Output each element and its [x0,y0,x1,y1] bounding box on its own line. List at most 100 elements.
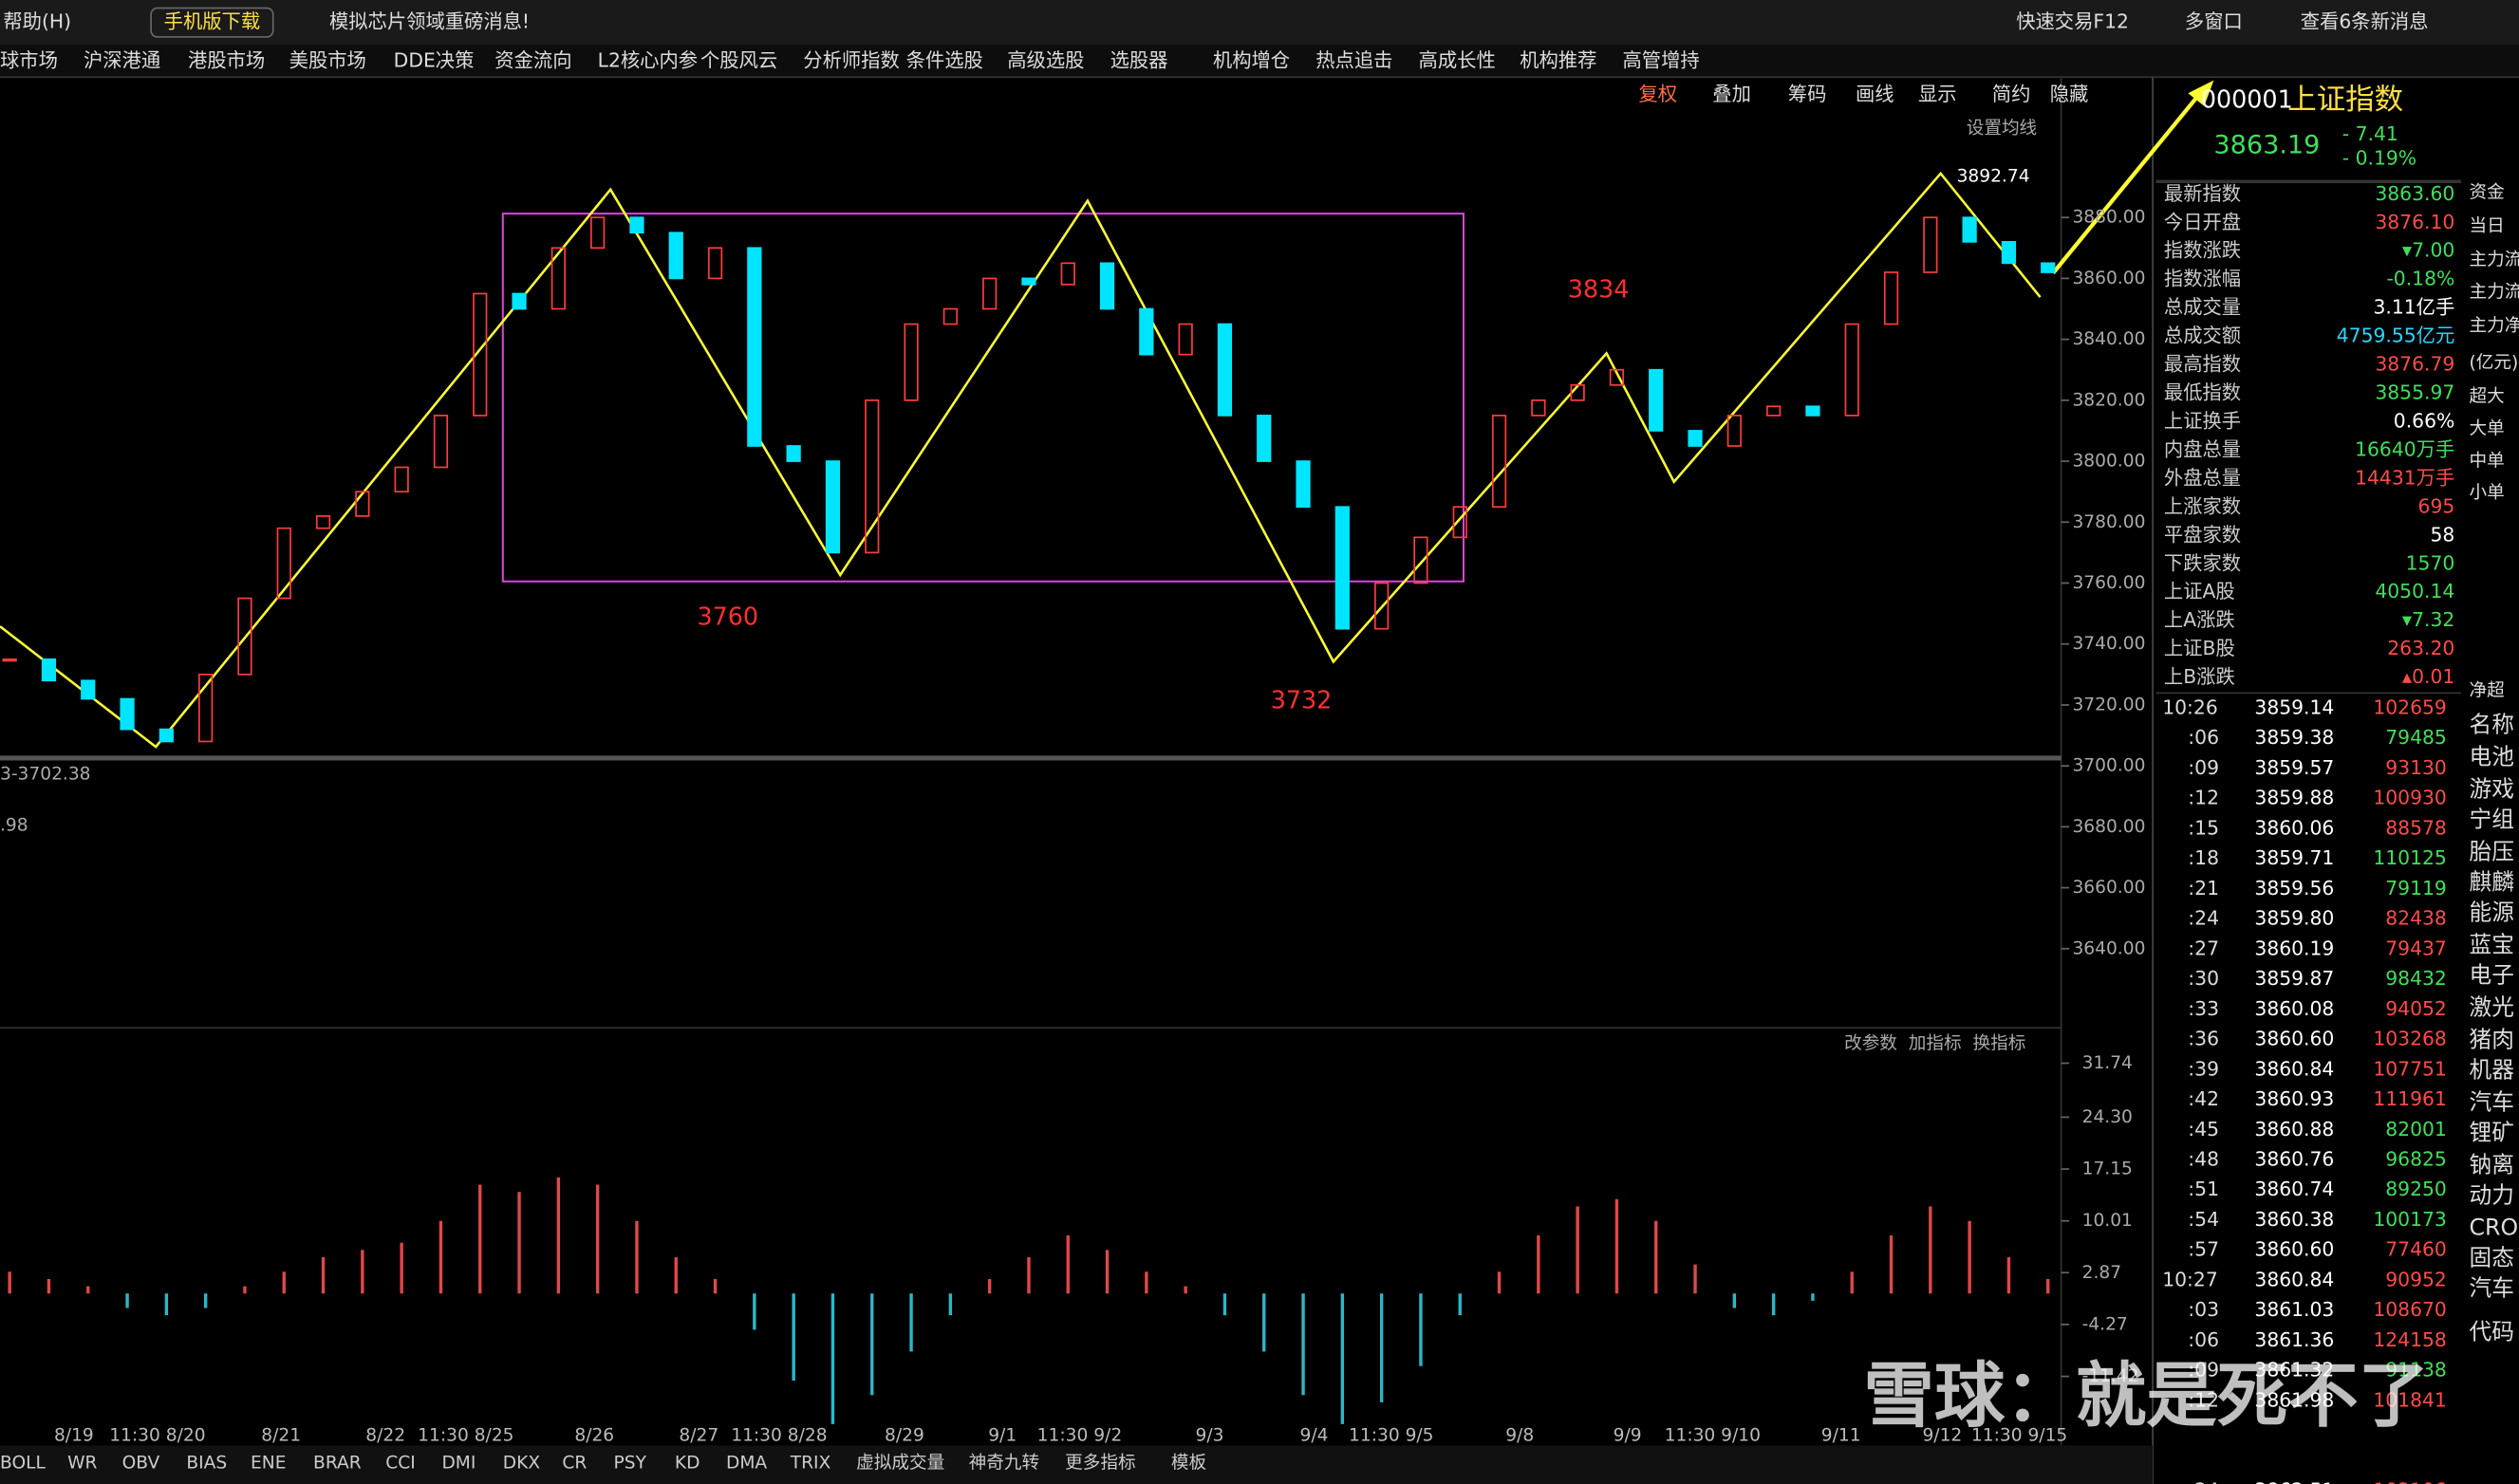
side-item: 钠离 [2470,1151,2514,1178]
candle [1923,216,1938,273]
indicator-tab[interactable]: TRIX [790,1453,831,1473]
macd-bar [1497,1271,1502,1294]
tick-time: :09 [2188,756,2219,779]
y-tick-label: 3740.00 [2072,634,2145,654]
candle [904,323,919,401]
news-link[interactable]: 模拟芯片领域重磅消息! [329,10,530,33]
menu-item[interactable]: 高管增持 [1623,48,1700,71]
indicator-tab[interactable]: OBV [122,1453,160,1473]
candle [276,527,291,600]
menu-item[interactable]: DDE决策 [394,48,475,71]
indicator-tab[interactable]: 神奇九转 [969,1453,1039,1473]
side-item: 锂矿 [2470,1119,2514,1145]
menu-item[interactable]: 选股器 [1110,48,1168,71]
indicator-tab[interactable]: 模板 [1171,1453,1206,1473]
tool-button[interactable]: 复权 [1638,83,1677,105]
tick-time: :30 [2188,967,2219,990]
candle [315,515,331,529]
menu-item[interactable]: 热点追击 [1315,48,1392,71]
tick-volume: 124158 [2373,1328,2446,1351]
side-item: 汽车 [2470,1088,2514,1115]
side-item: 名称 [2470,712,2514,738]
code: 000001 [2201,85,2293,114]
menu-item[interactable]: 港股市场 [188,48,265,71]
side-item: 动力 [2470,1182,2514,1209]
arrow-head [2188,80,2214,106]
tick-price: 3859.71 [2254,846,2334,869]
tool-button[interactable]: 显示 [1918,83,1957,105]
menu-item[interactable]: 高级选股 [1007,48,1084,71]
side-item: 宁组 [2470,806,2514,832]
indicator-tab[interactable]: DMI [441,1453,476,1473]
candle [825,460,841,554]
indicator-tab[interactable]: DMA [726,1453,767,1473]
macd-bar [1968,1220,1971,1294]
menu-item[interactable]: 沪深港通 [84,48,160,71]
macd-control[interactable]: 加指标 [1909,1034,1962,1054]
menu-item[interactable]: L2核心内参 [598,48,698,71]
tool-button[interactable]: 叠加 [1712,83,1751,105]
macd-bar [1654,1220,1658,1294]
macd-bar [556,1177,561,1294]
candle [1178,323,1193,356]
macd-control[interactable]: 改参数 [1844,1034,1897,1054]
annotation: 3760 [697,603,758,631]
tool-button[interactable]: 隐藏 [2050,83,2089,105]
menu-help[interactable]: 帮助(H) [3,10,71,33]
y-tick-label: 3720.00 [2072,695,2145,714]
tick-price: 3860.84 [2254,1268,2334,1290]
tick-time: :51 [2188,1178,2219,1200]
indicator-tab[interactable]: DKX [503,1453,541,1473]
indicator-tab[interactable]: ENE [251,1453,286,1473]
tool-button[interactable]: 画线 [1856,83,1894,105]
candle [1060,262,1075,286]
side-item: 机器 [2470,1056,2515,1083]
menu-item[interactable]: 分析师指数 [803,48,899,71]
menu-item[interactable]: 条件选股 [906,48,983,71]
macd-control[interactable]: 换指标 [1973,1034,2026,1054]
trade-button[interactable]: 快速交易F12 [2016,10,2129,33]
y-tick-label: 3660.00 [2072,878,2145,898]
indicator-tab[interactable]: CCI [385,1453,415,1473]
y-tick-label: 3800.00 [2072,452,2145,472]
indicator-tab[interactable]: 虚拟成交量 [856,1453,944,1473]
indicator-tab[interactable]: 更多指标 [1065,1453,1135,1473]
menu-item[interactable]: 机构推荐 [1520,48,1596,71]
tick-time: :03 [2188,1298,2219,1321]
indicator-tab[interactable]: KD [675,1453,700,1473]
macd-bar [753,1293,756,1330]
tick-price: 3859.56 [2254,877,2334,900]
tick-price: 3861.03 [2254,1298,2334,1321]
menu-item[interactable]: 机构增仓 [1213,48,1290,71]
indicator-tab[interactable]: PSY [614,1453,647,1473]
menu-item[interactable]: 资金流向 [494,48,571,71]
candle [237,597,252,676]
indicator-tab[interactable]: BOLL [0,1453,46,1473]
menu-item[interactable]: 球市场 [0,48,58,71]
indicator-tab[interactable]: CR [562,1453,587,1473]
tick-time: :24 [2188,907,2219,930]
indicator-tab[interactable]: WR [67,1453,97,1473]
mobile-link[interactable]: 手机版下载 [164,10,260,33]
tool-button[interactable]: 简约 [1992,83,2031,105]
tick-time: :09 [2188,1359,2219,1382]
indicator-tab[interactable]: BIAS [186,1453,227,1473]
x-tick-label: 11:30 9/15 [1971,1426,2067,1446]
tick-price: 3860.60 [2254,1028,2334,1050]
menu-item[interactable]: 个股风云 [700,48,777,71]
quote-value: ▴0.01 [2402,665,2454,688]
menu-item[interactable]: 高成长性 [1419,48,1496,71]
windows-button[interactable]: 多窗口 [2185,10,2243,33]
candle [1413,536,1428,584]
tick-volume: 88578 [2385,816,2447,839]
macd-bar [1850,1271,1854,1294]
candle [786,445,801,462]
ma-setting[interactable]: 设置均线 [1967,119,2037,139]
tool-button[interactable]: 筹码 [1788,83,1827,105]
indicator-tab[interactable]: BRAR [313,1453,362,1473]
messages-button[interactable]: 查看6条新消息 [2301,10,2429,33]
x-tick-label: 11:30 9/2 [1037,1426,1122,1446]
tick-time: :06 [2188,1328,2219,1351]
macd-bar [321,1256,326,1294]
menu-item[interactable]: 美股市场 [289,48,366,71]
